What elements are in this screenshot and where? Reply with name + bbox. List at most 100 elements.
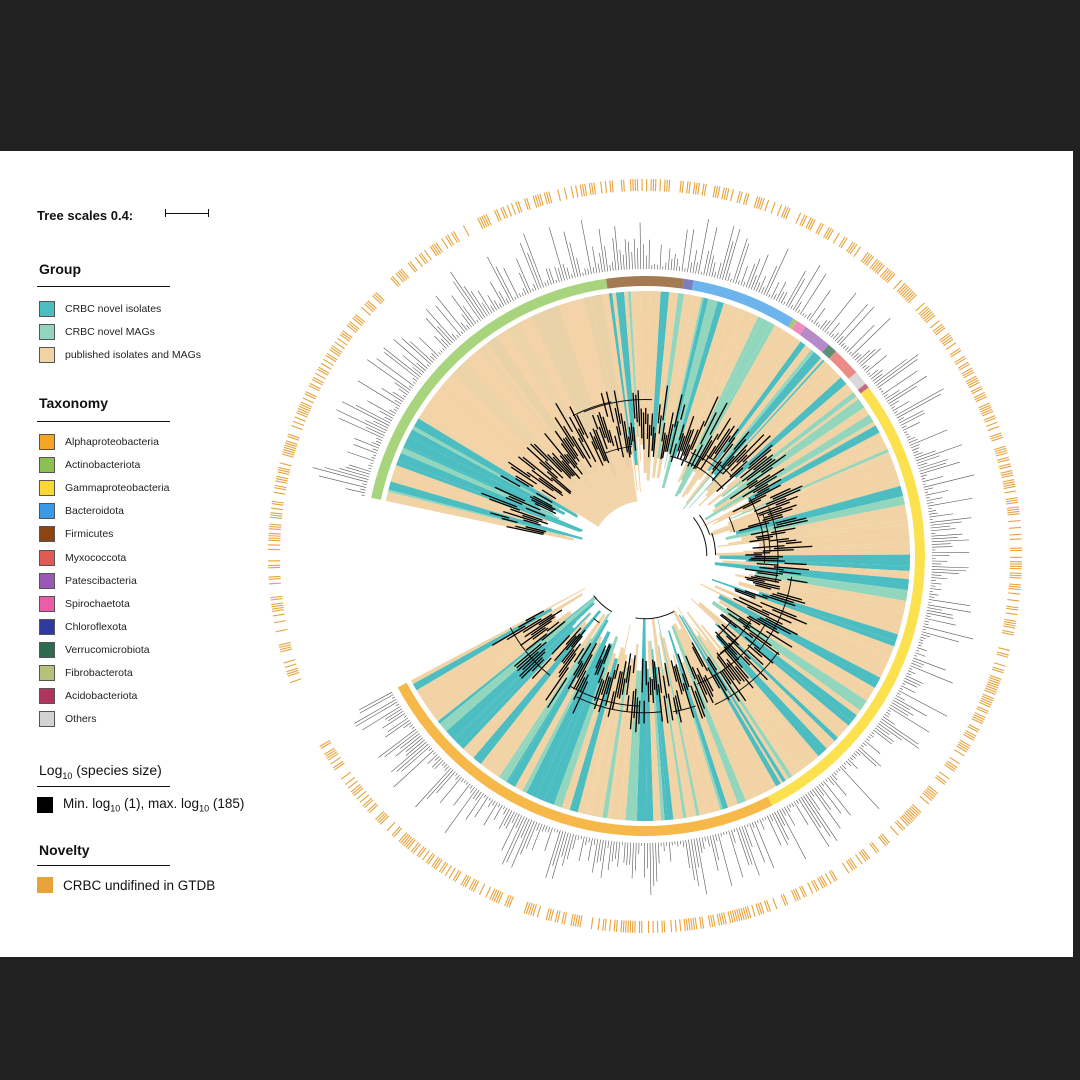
species-size-bar bbox=[678, 266, 681, 272]
species-size-bar bbox=[897, 417, 905, 421]
novelty-mark bbox=[919, 795, 930, 805]
group-wedge bbox=[678, 303, 733, 450]
species-size-bar bbox=[769, 814, 774, 822]
novelty-mark bbox=[563, 187, 568, 200]
novelty-mark bbox=[537, 194, 542, 207]
tree-branch bbox=[672, 705, 696, 713]
species-size-title-log: Log bbox=[39, 762, 63, 778]
novelty-mark bbox=[961, 367, 973, 375]
tree-leaf-branch bbox=[700, 412, 717, 445]
novelty-mark bbox=[284, 663, 297, 669]
species-size-bar bbox=[788, 804, 792, 808]
novelty-mark bbox=[1007, 508, 1020, 512]
tree-leaf-branch bbox=[538, 609, 563, 626]
novelty-mark bbox=[955, 357, 967, 365]
novelty-mark bbox=[627, 920, 629, 933]
species-size-bar bbox=[888, 385, 917, 405]
novelty-mark bbox=[421, 850, 430, 861]
tree-leaf-branch bbox=[515, 477, 530, 488]
novelty-mark bbox=[283, 449, 296, 454]
novelty-mark bbox=[424, 249, 432, 261]
species-size-bar bbox=[907, 436, 916, 441]
group-wedge bbox=[498, 638, 592, 779]
tree-leaf-branch bbox=[551, 452, 574, 477]
species-size-bar bbox=[874, 727, 895, 743]
novelty-mark bbox=[988, 677, 1001, 683]
tree-branch bbox=[593, 618, 600, 624]
tree-leaf-branch bbox=[620, 413, 629, 453]
tree-leaf-branch bbox=[747, 448, 772, 470]
group-legend-label: CRBC novel isolates bbox=[65, 303, 162, 315]
group-wedge bbox=[390, 470, 533, 523]
tree-leaf-branch bbox=[546, 471, 572, 493]
novelty-mark bbox=[973, 392, 985, 399]
species-size-bar bbox=[818, 784, 842, 814]
novelty-mark bbox=[462, 875, 470, 887]
tree-leaf-branch bbox=[747, 606, 783, 625]
novelty-mark bbox=[871, 260, 880, 271]
species-size-bar bbox=[891, 702, 914, 716]
tree-leaf-branch bbox=[638, 700, 641, 725]
tree-leaf-branch bbox=[764, 508, 793, 519]
species-size-bar bbox=[668, 841, 672, 862]
species-size-bar bbox=[918, 459, 948, 470]
species-size-bar bbox=[682, 840, 685, 848]
novelty-mark bbox=[485, 886, 492, 898]
tree-leaf-branch bbox=[746, 578, 781, 588]
species-size-bar bbox=[808, 290, 831, 321]
novelty-mark bbox=[353, 315, 364, 325]
novelty-mark bbox=[697, 182, 700, 195]
novelty-mark bbox=[416, 846, 425, 857]
species-size-bar bbox=[493, 299, 500, 309]
species-size-bar bbox=[470, 291, 488, 317]
species-size-bar bbox=[434, 335, 447, 349]
novelty-mark bbox=[860, 251, 869, 263]
species-size-bar bbox=[917, 462, 928, 467]
tree-leaf-branch bbox=[699, 445, 717, 471]
novelty-mark bbox=[820, 875, 828, 887]
species-size-bar bbox=[576, 258, 581, 277]
tree-leaf-branch bbox=[607, 691, 615, 717]
novelty-mark bbox=[272, 613, 285, 617]
novelty-mark bbox=[849, 243, 858, 255]
species-size-bar bbox=[928, 512, 938, 515]
species-size-bar bbox=[759, 818, 765, 830]
taxonomy-legend-swatch bbox=[39, 665, 55, 681]
tree-leaf-branch bbox=[628, 426, 633, 446]
novelty-mark bbox=[701, 916, 705, 929]
species-size-bar bbox=[477, 290, 493, 314]
species-size-bar bbox=[904, 431, 908, 434]
tree-branch bbox=[757, 576, 793, 652]
tree-leaf-branch bbox=[667, 693, 674, 721]
species-size-bar bbox=[913, 657, 946, 671]
species-size-bar bbox=[897, 692, 901, 695]
tree-leaf-branch bbox=[757, 478, 782, 494]
novelty-mark bbox=[563, 912, 568, 925]
novelty-mark bbox=[296, 412, 308, 418]
tree-leaf-branch bbox=[536, 492, 553, 504]
novelty-mark bbox=[409, 261, 418, 272]
novelty-mark bbox=[670, 920, 673, 933]
novelty-mark bbox=[304, 393, 316, 400]
novelty-mark bbox=[815, 222, 822, 234]
species-size-bar bbox=[394, 382, 410, 393]
species-size-bar bbox=[837, 768, 841, 772]
group-wedge bbox=[711, 600, 867, 711]
novelty-mark bbox=[410, 842, 420, 853]
tree-leaf-branch bbox=[729, 460, 748, 478]
species-size-bar bbox=[358, 691, 393, 711]
species-size-bar bbox=[931, 546, 953, 548]
species-size-bar bbox=[779, 809, 807, 860]
species-size-bar bbox=[336, 409, 386, 434]
novelty-mark bbox=[271, 604, 284, 608]
species-size-bar bbox=[761, 817, 764, 821]
species-size-bar bbox=[874, 358, 907, 384]
species-size-bar bbox=[690, 839, 700, 887]
tree-leaf-branch bbox=[591, 414, 599, 430]
tree-leaf-branch bbox=[749, 632, 780, 656]
novelty-mark bbox=[298, 405, 311, 412]
group-wedge bbox=[686, 611, 807, 770]
novelty-mark bbox=[997, 458, 1010, 463]
novelty-mark bbox=[561, 911, 565, 924]
species-size-bar bbox=[587, 838, 593, 861]
